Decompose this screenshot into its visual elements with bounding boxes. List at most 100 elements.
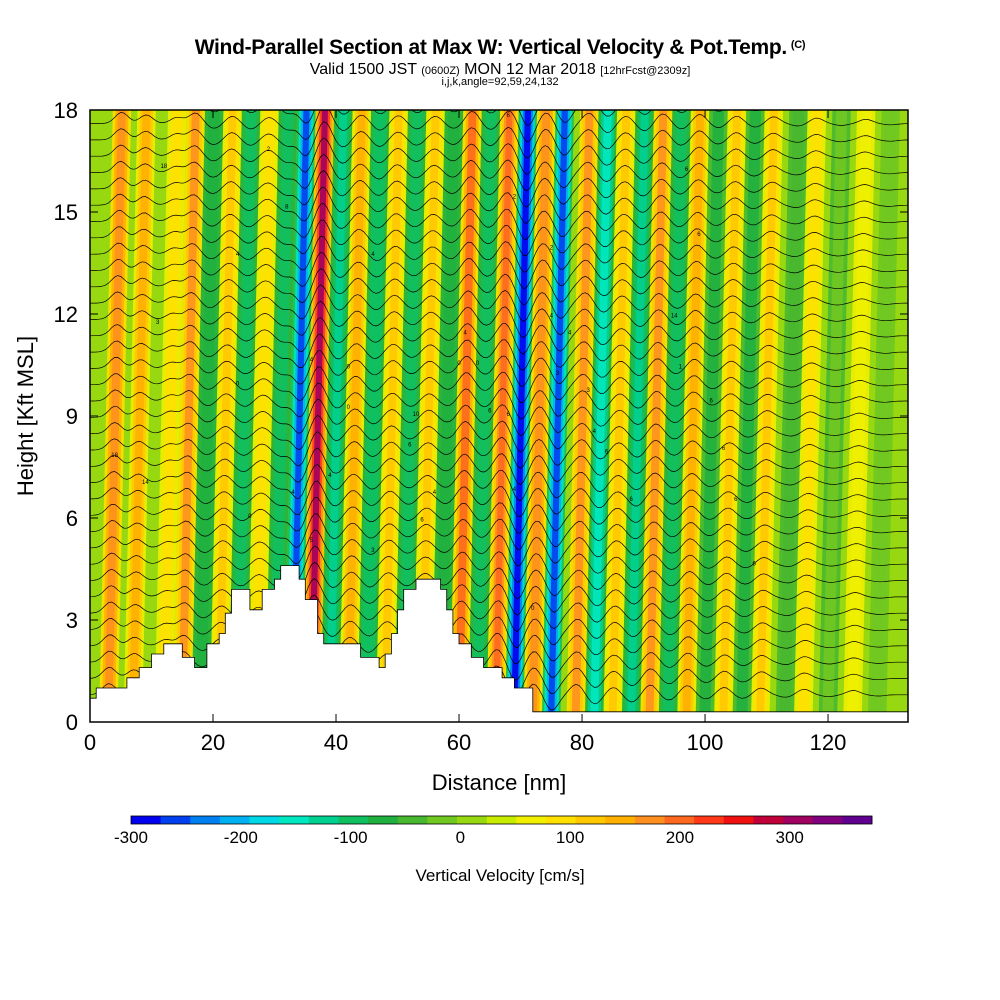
velocity-band [308,110,328,712]
x-tick-label: 60 [447,730,471,755]
theta-contour [90,431,908,469]
colorbar-swatch [338,816,369,824]
x-tick-label: 40 [324,730,348,755]
contour-label: 0 [347,405,351,411]
contour-label: 0 [457,361,461,367]
velocity-band [289,110,310,712]
contour-label: 4 [513,487,517,493]
colorbar-swatch [427,816,458,824]
theta-contour [90,251,908,290]
theta-contour [90,40,908,76]
velocity-band [779,110,805,712]
colorbar-tick-label: -200 [224,828,258,847]
contour-label: 6 [753,562,757,568]
contour-label: 4 [328,473,332,479]
colorbar-swatch [842,816,873,824]
velocity-band [418,110,440,712]
chart-grid-indices: i,j,k,angle=92,59,24,132 [441,76,559,88]
theta-contour [90,317,908,355]
colorbar-swatch [160,816,191,824]
colorbar-swatch [279,816,310,824]
contour-label: 6 [488,409,492,415]
contour-label: 6 [507,412,511,418]
colorbar-swatch [190,816,221,824]
colorbar-tick-label: 100 [556,828,584,847]
y-tick-label: 6 [66,506,78,531]
theta-contour [90,170,908,208]
colorbar-tick-label: 0 [456,828,465,847]
velocity-band [662,110,688,712]
y-tick-label: 15 [54,200,78,225]
contour-label: 6 [734,497,738,503]
colorbar-swatch [249,816,280,824]
colorbar-swatch [664,816,695,824]
theta-contour [90,578,908,616]
contour-label: 8 [285,205,289,211]
contour-label: 4 [433,490,437,496]
velocity-band [471,110,497,712]
velocity-band [455,110,477,712]
theta-contour [90,414,908,453]
colorbar-frame [130,815,873,825]
velocity-band [381,110,403,712]
y-tick-label: 18 [54,98,78,123]
contour-label: 4 [550,313,554,319]
contour-label: 6 [697,232,701,238]
contour-label: 14 [671,313,678,319]
theta-contour [90,447,908,486]
velocity-band [215,110,237,712]
velocity-band [736,110,761,712]
theta-contour [90,235,908,273]
colorbar-label: Vertical Velocity [cm/s] [415,866,584,885]
y-tick-label: 9 [66,404,78,429]
contour-label: 4 [291,490,295,496]
chart-subtitle: Valid 1500 JST (0600Z) MON 12 Mar 2018 [… [309,61,691,78]
colorbar-swatch [219,816,250,824]
velocity-band [325,110,348,712]
contour-label: 3 [156,320,160,326]
velocity-band [719,110,741,712]
colorbar-tick-label: 200 [666,828,694,847]
contour-label: 3 [371,548,375,554]
velocity-band [104,110,126,712]
contour-label: 1 [679,364,683,370]
colorbar-ticks: -300 -200 -100 0 100 200 300 [114,828,804,847]
contour-label: 2 [550,245,554,251]
theta-contour [90,366,908,403]
velocity-band [797,110,823,712]
velocity-band [682,110,705,712]
contour-label: 6 [605,449,609,455]
contour-label: 5 [310,538,314,544]
contour-label: 14 [142,480,149,486]
colorbar-swatch [457,816,488,824]
colorbar-tick-label: -100 [334,828,368,847]
contour-label: 4 [593,429,597,435]
colorbar-swatch [753,816,784,824]
colorbar-swatch [812,816,843,824]
theta-contour [90,513,908,550]
colorbar-tick-label: -300 [114,828,148,847]
contour-label: 6 [722,446,726,452]
x-tick-label: 0 [84,730,96,755]
contour-label: 10 [413,412,420,418]
velocity-band [645,110,668,712]
contour-label: 6 [408,443,412,449]
contour-label: 3 [556,371,560,377]
velocity-band [232,110,257,712]
theta-contour [90,110,908,143]
theta-contour [90,545,908,583]
theta-contour [90,268,908,306]
contour-label: 4 [236,252,240,258]
potential-temperature-contours [90,40,908,714]
chart-title: Wind-Parallel Section at Max W: Vertical… [194,36,806,59]
colorbar-swatch [545,816,576,824]
contour-label: 0 [236,381,240,387]
contour-label: 4 [464,330,468,336]
contour-label: 0 [347,364,351,370]
theta-contour [90,137,908,175]
contour-label: 2 [513,194,517,200]
velocity-band [847,110,872,712]
